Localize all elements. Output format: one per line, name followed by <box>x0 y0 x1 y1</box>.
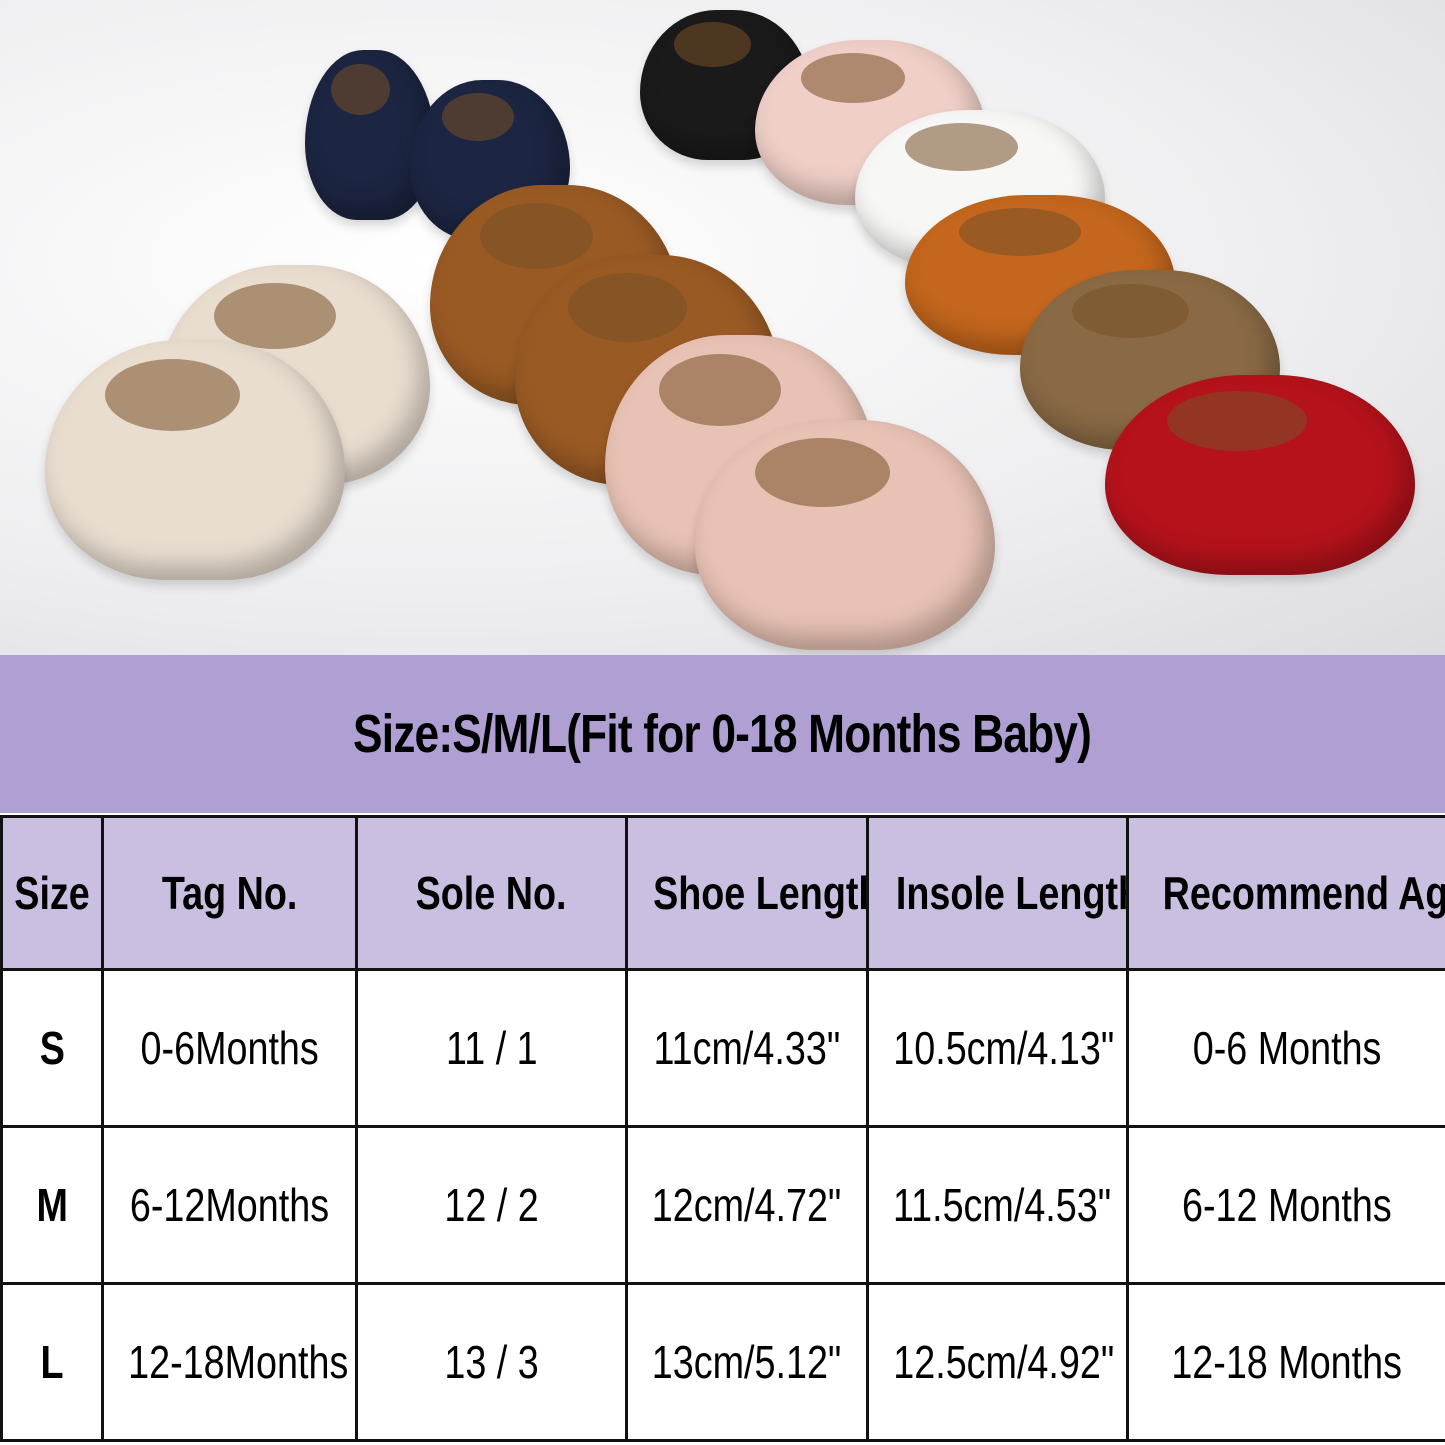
size-table: Size Tag No. Sole No. Shoe Length Insole… <box>0 815 1445 1442</box>
cell-recommend-age: 0-6 Months <box>1126 968 1445 1128</box>
table-row: S 0-6Months 11 / 1 11cm/4.33" 10.5cm/4.1… <box>0 968 1445 1128</box>
shoe-cream <box>45 340 345 580</box>
size-chart-title: Size:S/M/L(Fit for 0-18 Months Baby) <box>353 704 1092 764</box>
header-shoe-length: Shoe Length <box>625 815 869 971</box>
header-recommend-age: Recommend Age <box>1126 815 1445 971</box>
cell-sole-no: 12 / 2 <box>355 1125 628 1285</box>
product-photo <box>0 0 1445 655</box>
header-size: Size <box>0 815 104 971</box>
cell-shoe-length: 13cm/5.12" <box>625 1282 869 1442</box>
header-sole-no: Sole No. <box>355 815 628 971</box>
cell-recommend-age: 6-12 Months <box>1126 1125 1445 1285</box>
size-chart-title-band: Size:S/M/L(Fit for 0-18 Months Baby) <box>0 655 1445 813</box>
header-tag-no: Tag No. <box>101 815 358 971</box>
cell-sole-no: 13 / 3 <box>355 1282 628 1442</box>
cell-size: S <box>0 968 104 1128</box>
cell-size: M <box>0 1125 104 1285</box>
shoe-red <box>1105 375 1415 575</box>
cell-insole-length: 12.5cm/4.92" <box>866 1282 1129 1442</box>
header-insole-length: Insole Length <box>866 815 1129 971</box>
table-row: L 12-18Months 13 / 3 13cm/5.12" 12.5cm/4… <box>0 1282 1445 1442</box>
table-header-row: Size Tag No. Sole No. Shoe Length Insole… <box>0 815 1445 971</box>
cell-insole-length: 11.5cm/4.53" <box>866 1125 1129 1285</box>
cell-tag-no: 12-18Months <box>101 1282 358 1442</box>
shoe-navy <box>305 50 435 220</box>
cell-sole-no: 11 / 1 <box>355 968 628 1128</box>
cell-shoe-length: 11cm/4.33" <box>625 968 869 1128</box>
cell-insole-length: 10.5cm/4.13" <box>866 968 1129 1128</box>
cell-tag-no: 0-6Months <box>101 968 358 1128</box>
table-row: M 6-12Months 12 / 2 12cm/4.72" 11.5cm/4.… <box>0 1125 1445 1285</box>
cell-size: L <box>0 1282 104 1442</box>
cell-shoe-length: 12cm/4.72" <box>625 1125 869 1285</box>
cell-tag-no: 6-12Months <box>101 1125 358 1285</box>
cell-recommend-age: 12-18 Months <box>1126 1282 1445 1442</box>
shoe-blush <box>695 420 995 650</box>
size-chart: Size:S/M/L(Fit for 0-18 Months Baby) Siz… <box>0 655 1445 1445</box>
